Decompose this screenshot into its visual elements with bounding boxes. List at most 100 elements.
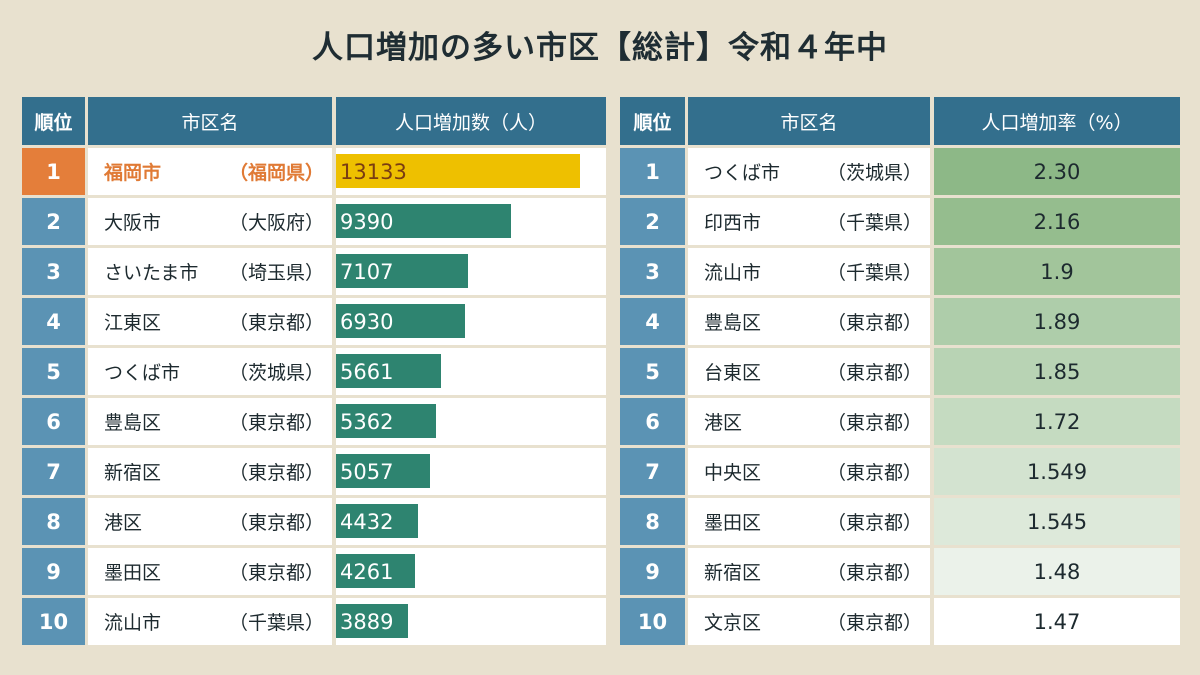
city-cell: 新宿区 （東京都） (88, 448, 332, 495)
bar-value-label: 5362 (340, 409, 394, 434)
prefecture-name: （東京都） (826, 612, 922, 634)
city-name: 江東区 (104, 312, 162, 334)
rate-cell: 1.89 (934, 298, 1180, 345)
city-name: さいたま市 (104, 262, 199, 284)
bar (336, 404, 436, 438)
city-name: 台東区 (704, 362, 762, 384)
bar (336, 254, 469, 288)
prefecture-name: （東京都） (826, 512, 922, 534)
table-row: 7 新宿区 （東京都） 5057 (22, 448, 606, 495)
table-body: 1 福岡市 （福岡県） 13133 2 大阪市 （大阪府） 9390 3 さいたま市 （埼玉県） 71… (22, 148, 606, 645)
table-header: 順位 市区名 人口増加数（人） (22, 97, 606, 145)
city-name: 豊島区 (104, 412, 162, 434)
rank-cell: 1 (22, 148, 85, 195)
rank-cell: 10 (22, 598, 85, 645)
table-row: 9 墨田区 （東京都） 4261 (22, 548, 606, 595)
bar-value-label: 5057 (340, 459, 394, 484)
city-name: 港区 (704, 412, 743, 434)
value-cell: 6930 (336, 298, 606, 345)
bar (336, 454, 431, 488)
prefecture-name: （東京都） (228, 312, 324, 334)
rank-cell: 9 (620, 548, 685, 595)
city-cell: 墨田区 （東京都） (88, 548, 332, 595)
city-name: 流山市 (704, 262, 762, 284)
city-cell: さいたま市 （埼玉県） (88, 248, 332, 295)
table-row: 10 文京区 （東京都） 1.47 (620, 598, 1180, 645)
rank-cell: 10 (620, 598, 685, 645)
city-cell: つくば市 （茨城県） (88, 348, 332, 395)
rank-cell: 7 (22, 448, 85, 495)
value-cell: 9390 (336, 198, 606, 245)
header-city: 市区名 (88, 97, 332, 145)
city-cell: 印西市 （千葉県） (688, 198, 930, 245)
table-row: 5 台東区 （東京都） 1.85 (620, 348, 1180, 395)
rank-cell: 6 (22, 398, 85, 445)
header-value: 人口増加率（%） (934, 97, 1180, 145)
rate-cell: 1.9 (934, 248, 1180, 295)
city-name: 印西市 (704, 212, 762, 234)
city-name: 文京区 (704, 612, 762, 634)
city-name: つくば市 (704, 162, 781, 184)
city-cell: 墨田区 （東京都） (688, 498, 930, 545)
population-increase-count-table: 順位 市区名 人口増加数（人） 1 福岡市 （福岡県） 13133 2 大阪市 （大阪府） 9… (22, 97, 606, 648)
bar (336, 554, 416, 588)
table-row: 2 印西市 （千葉県） 2.16 (620, 198, 1180, 245)
value-cell: 4432 (336, 498, 606, 545)
prefecture-name: （東京都） (228, 512, 324, 534)
bar-value-label: 4261 (340, 559, 394, 584)
prefecture-name: （埼玉県） (228, 262, 324, 284)
value-cell: 5362 (336, 398, 606, 445)
prefecture-name: （東京都） (826, 462, 922, 484)
prefecture-name: （東京都） (228, 412, 324, 434)
bar (336, 154, 581, 188)
rank-cell: 3 (620, 248, 685, 295)
value-cell: 5057 (336, 448, 606, 495)
city-cell: 流山市 （千葉県） (688, 248, 930, 295)
city-cell: 台東区 （東京都） (688, 348, 930, 395)
rank-cell: 5 (620, 348, 685, 395)
rate-cell: 1.549 (934, 448, 1180, 495)
table-header: 順位 市区名 人口増加率（%） (620, 97, 1180, 145)
city-name: 大阪市 (104, 212, 162, 234)
bar-value-label: 5661 (340, 359, 394, 384)
rank-cell: 7 (620, 448, 685, 495)
city-cell: 港区 （東京都） (88, 498, 332, 545)
table-row: 5 つくば市 （茨城県） 5661 (22, 348, 606, 395)
prefecture-name: （福岡県） (228, 162, 324, 184)
value-cell: 4261 (336, 548, 606, 595)
city-cell: つくば市 （茨城県） (688, 148, 930, 195)
rank-cell: 3 (22, 248, 85, 295)
rank-cell: 4 (22, 298, 85, 345)
bar-value-label: 4432 (340, 509, 394, 534)
header-rank: 順位 (22, 97, 85, 145)
rate-cell: 2.16 (934, 198, 1180, 245)
prefecture-name: （大阪府） (228, 212, 324, 234)
table-row: 10 流山市 （千葉県） 3889 (22, 598, 606, 645)
prefecture-name: （千葉県） (228, 612, 324, 634)
prefecture-name: （茨城県） (826, 162, 922, 184)
bar (336, 504, 419, 538)
city-cell: 豊島区 （東京都） (688, 298, 930, 345)
city-cell: 豊島区 （東京都） (88, 398, 332, 445)
table-row: 3 流山市 （千葉県） 1.9 (620, 248, 1180, 295)
rank-cell: 4 (620, 298, 685, 345)
table-row: 8 墨田区 （東京都） 1.545 (620, 498, 1180, 545)
value-cell: 3889 (336, 598, 606, 645)
table-row: 6 港区 （東京都） 1.72 (620, 398, 1180, 445)
rank-cell: 8 (22, 498, 85, 545)
prefecture-name: （茨城県） (228, 362, 324, 384)
prefecture-name: （東京都） (826, 412, 922, 434)
table-row: 4 豊島区 （東京都） 1.89 (620, 298, 1180, 345)
bar (336, 204, 511, 238)
city-cell: 文京区 （東京都） (688, 598, 930, 645)
prefecture-name: （千葉県） (826, 262, 922, 284)
rate-cell: 1.48 (934, 548, 1180, 595)
city-name: 流山市 (104, 612, 162, 634)
header-rank: 順位 (620, 97, 685, 145)
table-body: 1 つくば市 （茨城県） 2.30 2 印西市 （千葉県） 2.16 3 流山市 （千葉県） 1.9 4… (620, 148, 1180, 645)
city-name: 福岡市 (104, 162, 162, 184)
value-cell: 7107 (336, 248, 606, 295)
table-row: 8 港区 （東京都） 4432 (22, 498, 606, 545)
prefecture-name: （東京都） (228, 562, 324, 584)
rank-cell: 2 (22, 198, 85, 245)
